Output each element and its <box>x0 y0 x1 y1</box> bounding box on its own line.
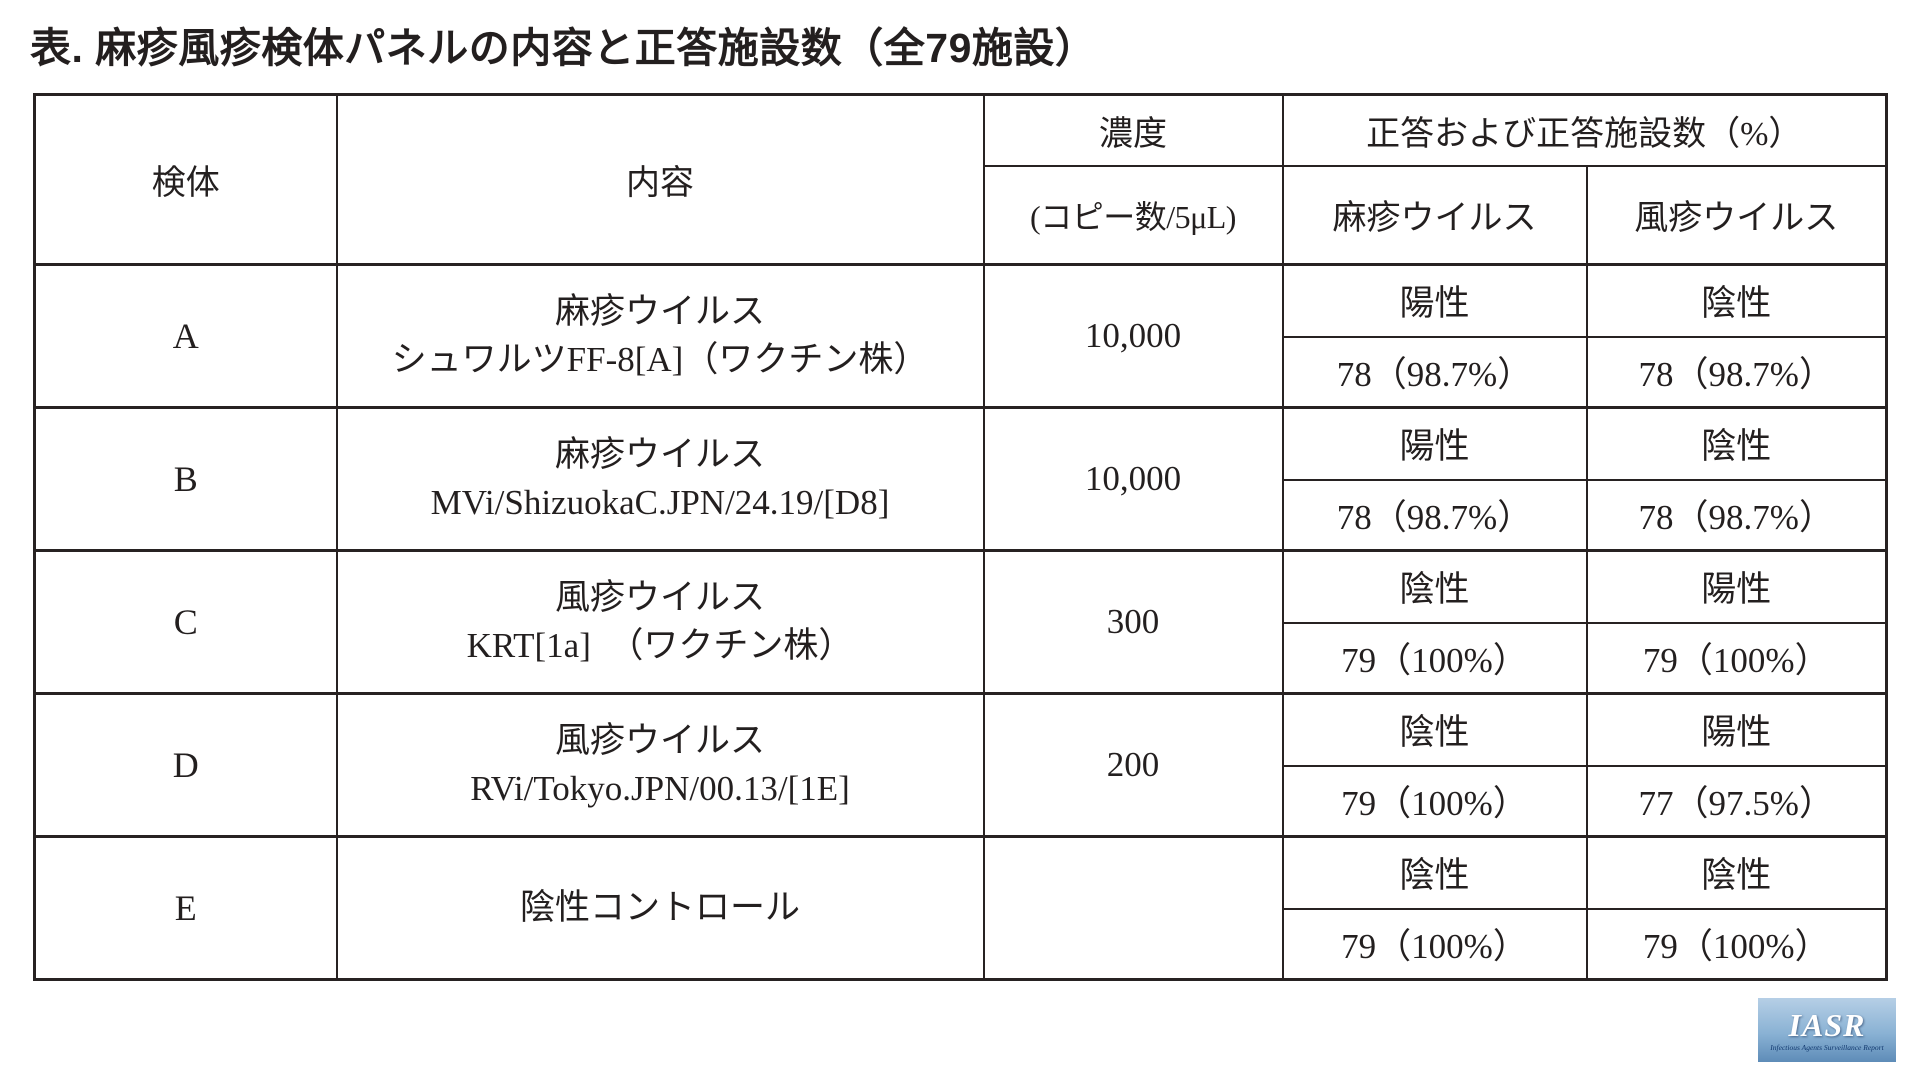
page-title: 表. 麻疹風疹検体パネルの内容と正答施設数（全79施設） <box>30 25 1097 71</box>
table-row: E 陰性コントロール 陰性 陰性 <box>33 835 1888 981</box>
measles-count: 79（100%） <box>1281 621 1588 695</box>
table-subrow: 78（98.7%） 78（98.7%） <box>35 335 1888 409</box>
col-header-concentration: 濃度 <box>982 93 1284 167</box>
table-row: A 麻疹ウイルス シュワルツFF-8[A]（ワクチン株） 10,000 陽性 陰… <box>33 263 1888 409</box>
iasr-logo: IASR Infectious Agents Surveillance Repo… <box>1758 998 1896 1062</box>
col-header-rubella: 風疹ウイルス <box>1585 164 1888 266</box>
measles-count: 78（98.7%） <box>1281 478 1588 552</box>
measles-count: 79（100%） <box>1281 764 1588 838</box>
specimen-label: A <box>33 263 338 409</box>
col-header-content: 内容 <box>335 93 985 266</box>
table-row: C 風疹ウイルス KRT[1a] （ワクチン株） 300 陰性 陽性 <box>33 549 1888 695</box>
specimen-label: E <box>33 835 338 981</box>
table-subrow: 79（100%） 79（100%） <box>35 621 1888 695</box>
specimen-label: C <box>33 549 338 695</box>
table-subrow: 79（100%） 77（97.5%） <box>35 764 1888 838</box>
iasr-logo-subtext: Infectious Agents Surveillance Report <box>1770 1042 1884 1052</box>
rubella-result: 陰性 <box>1585 263 1888 338</box>
specimen-label: D <box>33 692 338 838</box>
rubella-result: 陰性 <box>1585 406 1888 481</box>
concentration-cell <box>982 835 1284 981</box>
rubella-count: 78（98.7%） <box>1585 335 1888 409</box>
rubella-count: 78（98.7%） <box>1585 478 1888 552</box>
specimen-panel-table: 検体 内容 濃度 正答および正答施設数（%） (コピー数/5μL) 麻疹ウイルス… <box>33 93 1888 981</box>
content-line-2: KRT[1a] （ワクチン株） <box>466 626 854 665</box>
content-cell: 風疹ウイルス RVi/Tokyo.JPN/00.13/[1E] <box>335 692 985 838</box>
content-line-1: 麻疹ウイルス <box>554 434 765 474</box>
measles-count: 78（98.7%） <box>1281 335 1588 409</box>
concentration-cell: 300 <box>982 549 1284 695</box>
content-cell: 麻疹ウイルス MVi/ShizuokaC.JPN/24.19/[D8] <box>335 406 985 552</box>
content-line-2: シュワルツFF-8[A]（ワクチン株） <box>391 340 929 379</box>
measles-result: 陽性 <box>1281 263 1588 338</box>
rubella-count: 77（97.5%） <box>1585 764 1888 838</box>
col-header-specimen: 検体 <box>33 93 338 266</box>
content-cell: 陰性コントロール <box>335 835 985 981</box>
content-line-1: 麻疹ウイルス <box>554 291 765 331</box>
rubella-count: 79（100%） <box>1585 907 1888 981</box>
content-line-1: 陰性コントロール <box>519 887 800 927</box>
concentration-cell: 200 <box>982 692 1284 838</box>
concentration-cell: 10,000 <box>982 406 1284 552</box>
content-line-1: 風疹ウイルス <box>554 720 765 760</box>
measles-result: 陰性 <box>1281 549 1588 624</box>
iasr-logo-text: IASR <box>1788 1006 1866 1043</box>
table-subrow: 78（98.7%） 78（98.7%） <box>35 478 1888 552</box>
col-header-concentration-unit: (コピー数/5μL) <box>982 164 1284 266</box>
table-subrow: 79（100%） 79（100%） <box>35 907 1888 981</box>
measles-result: 陰性 <box>1281 835 1588 910</box>
rubella-result: 陰性 <box>1585 835 1888 910</box>
specimen-label: B <box>33 406 338 552</box>
table-row: B 麻疹ウイルス MVi/ShizuokaC.JPN/24.19/[D8] 10… <box>33 406 1888 552</box>
content-line-1: 風疹ウイルス <box>554 577 765 617</box>
content-cell: 風疹ウイルス KRT[1a] （ワクチン株） <box>335 549 985 695</box>
content-cell: 麻疹ウイルス シュワルツFF-8[A]（ワクチン株） <box>335 263 985 409</box>
col-header-answer-group: 正答および正答施設数（%） <box>1281 93 1888 167</box>
rubella-count: 79（100%） <box>1585 621 1888 695</box>
measles-result: 陰性 <box>1281 692 1588 767</box>
content-line-2: RVi/Tokyo.JPN/00.13/[1E] <box>470 769 850 808</box>
rubella-result: 陽性 <box>1585 692 1888 767</box>
table-row: D 風疹ウイルス RVi/Tokyo.JPN/00.13/[1E] 200 陰性… <box>33 692 1888 838</box>
content-line-2: MVi/ShizuokaC.JPN/24.19/[D8] <box>430 483 890 522</box>
concentration-cell: 10,000 <box>982 263 1284 409</box>
col-header-measles: 麻疹ウイルス <box>1281 164 1588 266</box>
measles-result: 陽性 <box>1281 406 1588 481</box>
rubella-result: 陽性 <box>1585 549 1888 624</box>
measles-count: 79（100%） <box>1281 907 1588 981</box>
